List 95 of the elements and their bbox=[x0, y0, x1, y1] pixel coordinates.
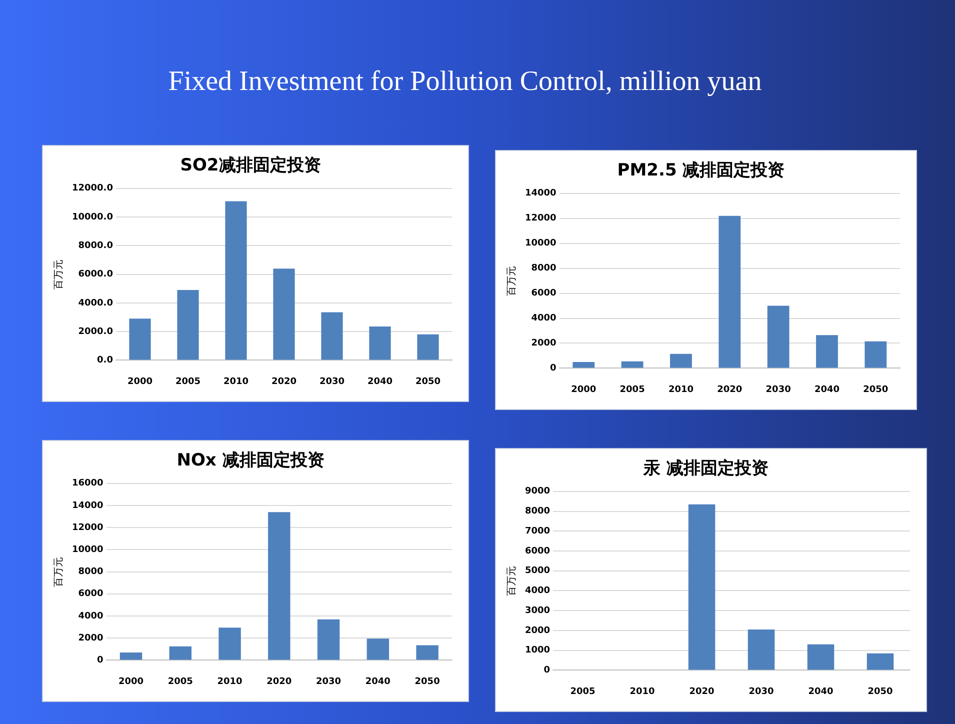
bar bbox=[864, 341, 887, 368]
y-tick-label: 5000 bbox=[524, 566, 550, 576]
y-tick-label: 4000 bbox=[78, 611, 104, 622]
bar bbox=[718, 216, 741, 368]
bar bbox=[688, 504, 716, 670]
y-tick-label: 2000 bbox=[531, 338, 556, 349]
y-tick-label: 6000.0 bbox=[78, 270, 113, 280]
x-tick-label: 2020 bbox=[689, 686, 714, 697]
y-axis-title: 百万元 bbox=[54, 556, 65, 587]
bar bbox=[225, 201, 247, 360]
y-tick-label: 8000 bbox=[78, 567, 104, 578]
x-tick-label: 2040 bbox=[814, 384, 840, 395]
x-tick-label: 2020 bbox=[266, 676, 292, 687]
y-tick-label: 2000.0 bbox=[78, 326, 113, 337]
y-tick-label: 16000 bbox=[72, 478, 104, 489]
y-tick-label: 0 bbox=[550, 364, 556, 374]
chart-title: SO2减排固定投资 bbox=[180, 156, 321, 176]
bar bbox=[767, 306, 790, 368]
x-tick-label: 2000 bbox=[571, 384, 596, 395]
bar bbox=[621, 361, 644, 368]
y-tick-label: 6000 bbox=[531, 288, 556, 299]
bar bbox=[321, 312, 343, 360]
bar bbox=[369, 326, 391, 360]
bar bbox=[120, 652, 142, 660]
x-tick-label: 2005 bbox=[168, 676, 193, 687]
x-tick-label: 2020 bbox=[717, 384, 742, 395]
bar bbox=[816, 335, 838, 368]
x-tick-label: 2010 bbox=[217, 676, 242, 687]
y-tick-label: 12000.0 bbox=[72, 184, 113, 194]
y-tick-label: 2000 bbox=[524, 626, 550, 636]
x-tick-label: 2050 bbox=[863, 384, 888, 395]
y-tick-label: 0.0 bbox=[97, 356, 113, 366]
chart-title: NOx 减排固定投资 bbox=[176, 450, 324, 471]
bar bbox=[177, 290, 199, 360]
y-tick-label: 0 bbox=[97, 656, 104, 666]
y-tick-label: 14000 bbox=[525, 188, 556, 199]
y-tick-label: 7000 bbox=[524, 526, 550, 536]
y-tick-label: 8000 bbox=[531, 264, 556, 274]
y-tick-label: 8000 bbox=[524, 506, 550, 517]
chart-title: 汞 减排固定投资 bbox=[642, 458, 768, 479]
x-tick-label: 2050 bbox=[414, 676, 440, 687]
x-tick-label: 2005 bbox=[570, 686, 596, 697]
bar bbox=[268, 512, 290, 660]
y-axis-title: 百万元 bbox=[506, 566, 518, 596]
y-axis-title: 百万元 bbox=[54, 259, 65, 290]
y-tick-label: 9000 bbox=[524, 486, 550, 497]
y-tick-label: 12000 bbox=[72, 522, 104, 533]
x-tick-label: 2010 bbox=[668, 384, 694, 395]
x-tick-label: 2005 bbox=[620, 384, 645, 395]
y-tick-label: 6000 bbox=[524, 546, 550, 556]
y-tick-label: 10000 bbox=[72, 545, 104, 556]
y-tick-label: 1000 bbox=[524, 646, 550, 656]
y-tick-label: 3000 bbox=[524, 606, 550, 616]
x-tick-label: 2030 bbox=[748, 686, 774, 697]
y-tick-label: 6000 bbox=[78, 589, 104, 600]
x-tick-label: 2010 bbox=[630, 686, 655, 697]
x-tick-label: 2040 bbox=[365, 676, 390, 687]
y-tick-label: 0 bbox=[544, 666, 550, 676]
x-tick-label: 2030 bbox=[316, 676, 342, 687]
chart-title: PM2.5 减排固定投资 bbox=[617, 160, 785, 181]
y-tick-label: 14000 bbox=[72, 500, 104, 511]
y-axis-title: 百万元 bbox=[506, 266, 518, 296]
bar bbox=[572, 362, 595, 368]
y-tick-label: 12000 bbox=[525, 214, 556, 224]
y-tick-label: 4000 bbox=[531, 314, 556, 324]
bar bbox=[273, 268, 295, 360]
bar bbox=[416, 645, 438, 660]
bar bbox=[748, 629, 775, 670]
y-tick-label: 2000 bbox=[78, 633, 104, 644]
x-tick-label: 2030 bbox=[766, 384, 791, 395]
y-tick-label: 10000 bbox=[525, 238, 556, 249]
y-tick-label: 10000.0 bbox=[72, 212, 113, 222]
x-tick-label: 2005 bbox=[175, 376, 201, 387]
bar bbox=[417, 334, 439, 360]
x-tick-label: 2040 bbox=[367, 376, 393, 387]
x-tick-label: 2040 bbox=[808, 686, 834, 697]
x-tick-label: 2030 bbox=[319, 376, 345, 387]
bar bbox=[317, 619, 340, 660]
x-tick-label: 2000 bbox=[118, 676, 144, 687]
x-tick-label: 2050 bbox=[868, 686, 893, 697]
x-tick-label: 2020 bbox=[271, 376, 297, 387]
x-tick-label: 2000 bbox=[127, 376, 153, 387]
bar bbox=[169, 646, 192, 660]
x-tick-label: 2050 bbox=[415, 376, 441, 387]
bar bbox=[670, 354, 692, 368]
y-tick-label: 4000.0 bbox=[78, 298, 113, 308]
bar bbox=[218, 628, 241, 660]
x-tick-label: 2010 bbox=[223, 376, 249, 387]
bar bbox=[366, 638, 390, 660]
text: Fixed Investment for Pollution Control, million yuan bbox=[168, 66, 762, 97]
bar bbox=[866, 653, 894, 670]
y-tick-label: 8000.0 bbox=[78, 241, 113, 252]
y-tick-label: 4000 bbox=[524, 586, 550, 596]
bar bbox=[807, 644, 834, 670]
bar bbox=[129, 318, 151, 360]
